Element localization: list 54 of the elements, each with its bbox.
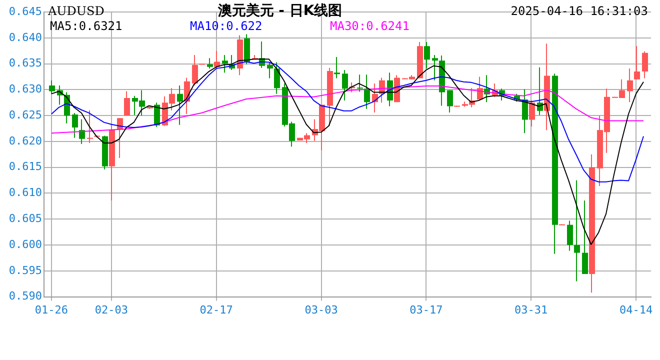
y-tick-label: 0.605 (8, 212, 42, 225)
candlestick (642, 50, 648, 79)
x-tick-label: 02-03 (94, 303, 128, 316)
candlestick (72, 112, 78, 138)
candlestick (574, 180, 580, 282)
candlestick (244, 34, 250, 65)
y-tick-label: 0.625 (8, 108, 42, 122)
y-tick-label: 0.590 (8, 290, 42, 303)
y-tick-label: 0.640 (8, 30, 42, 44)
text: MA10:0.622 (190, 19, 264, 33)
text: MA5:0.6321 (50, 19, 124, 33)
x-tick-label: 03-03 (304, 303, 338, 316)
y-tick-label: 0.595 (8, 264, 42, 277)
x-tick-label: 03-17 (410, 303, 443, 316)
y-tick-label: 0.610 (8, 186, 42, 200)
candlestick (634, 46, 640, 80)
candlestick (627, 68, 633, 103)
x-tick-label: 01-26 (34, 303, 68, 316)
candlestick (79, 118, 85, 145)
candlestick (432, 54, 438, 81)
x-tick-label: 04-14 (619, 303, 653, 316)
candlestick (192, 54, 198, 86)
candlestick (364, 74, 370, 110)
y-tick-label: 0.645 (8, 4, 42, 18)
annotation: 2025-04-16 16:31:03 (510, 4, 648, 18)
x-tick-label: 02-17 (200, 303, 233, 316)
candlestick (447, 90, 453, 113)
y-tick-label: 0.600 (8, 238, 42, 251)
candlestick (222, 54, 228, 74)
candlestick (342, 69, 348, 102)
candlestick (154, 102, 160, 128)
candlestick (567, 220, 573, 252)
candlestick (177, 85, 183, 126)
y-tick-label: 0.620 (8, 134, 42, 148)
candlestick (529, 100, 535, 127)
candlestick (582, 200, 588, 275)
chart-subtitle: AUDUSD (48, 4, 104, 18)
candlestick (267, 62, 273, 79)
y-tick-label: 0.635 (8, 56, 42, 70)
candlestick (274, 62, 280, 94)
candlestick (124, 90, 130, 116)
candlestick (357, 74, 363, 92)
candlestick (214, 50, 220, 69)
x-tick-label: 03-31 (514, 303, 548, 316)
candlestick (537, 66, 543, 116)
chart-title: 澳元美元 - 日K线图 (216, 2, 344, 20)
candlestick (207, 58, 213, 69)
candlestick (334, 56, 340, 79)
text: MA30:0.6241 (330, 19, 410, 33)
candlestick (424, 42, 430, 69)
candlestick (87, 110, 93, 144)
y-tick-label: 0.630 (8, 82, 42, 96)
candlestick (49, 80, 55, 94)
y-tick-label: 0.615 (8, 160, 42, 174)
